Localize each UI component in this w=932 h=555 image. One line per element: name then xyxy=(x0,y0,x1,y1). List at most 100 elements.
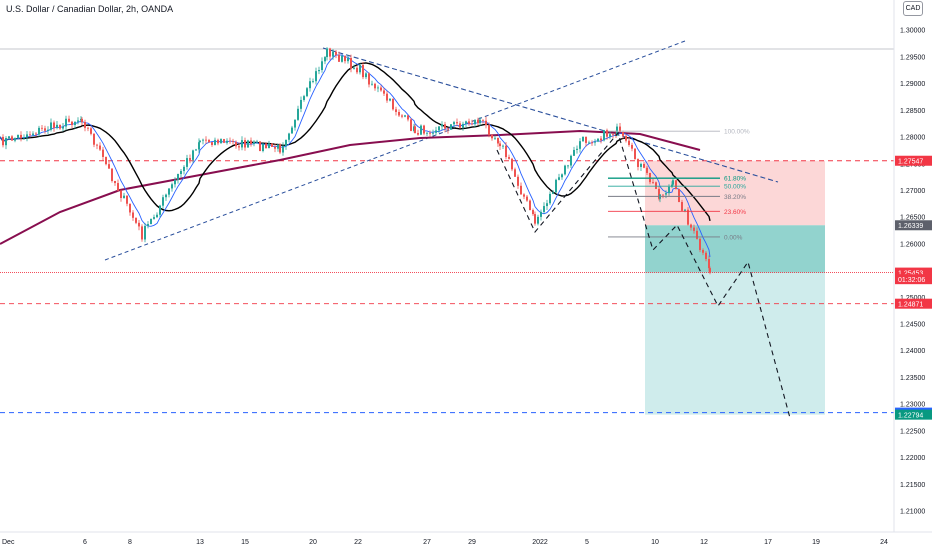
sma-slow-line xyxy=(0,129,701,245)
candle-body xyxy=(404,115,406,117)
candle-body xyxy=(588,142,590,144)
candle-body xyxy=(441,124,443,127)
candle-body xyxy=(579,141,581,149)
time-tick-label: 6 xyxy=(83,539,87,546)
candle-body xyxy=(291,127,293,134)
candle-body xyxy=(138,222,140,227)
candle-body xyxy=(505,145,507,158)
price-label-text: 01:32:06 xyxy=(898,277,925,284)
candle-body xyxy=(238,146,240,148)
candle-body xyxy=(341,55,343,62)
candle-body xyxy=(594,141,596,143)
candle-body xyxy=(628,140,630,145)
candle-body xyxy=(447,128,449,130)
candle-body xyxy=(50,122,52,130)
candle-body xyxy=(417,133,419,135)
candle-body xyxy=(540,211,542,217)
candle-body xyxy=(558,177,560,180)
candle-body xyxy=(244,140,246,148)
candle-body xyxy=(318,70,320,72)
candle-body xyxy=(699,238,701,250)
candle-body xyxy=(202,139,204,141)
candle-body xyxy=(471,123,473,125)
candle-body xyxy=(392,98,394,110)
candle-body xyxy=(658,188,660,199)
price-tick-label: 1.26000 xyxy=(900,241,925,248)
candle-body xyxy=(205,139,207,141)
candle-body xyxy=(20,134,22,139)
time-tick-label: 24 xyxy=(880,539,888,546)
price-label-text: 1.26339 xyxy=(898,223,923,230)
candle-body xyxy=(332,51,334,57)
fib-level-label: 61.80% xyxy=(724,176,746,183)
time-tick-label: 13 xyxy=(196,539,204,546)
candle-body xyxy=(693,227,695,231)
candle-body xyxy=(324,57,326,62)
candle-body xyxy=(81,118,83,122)
time-tick-label: 2022 xyxy=(532,539,548,546)
candle-body xyxy=(23,137,25,139)
candle-body xyxy=(622,132,624,136)
candle-body xyxy=(144,225,146,240)
candle-body xyxy=(306,88,308,97)
candle-body xyxy=(117,183,119,191)
candle-body xyxy=(668,186,670,194)
candle-body xyxy=(214,139,216,145)
candle-body xyxy=(156,214,158,218)
candle-body xyxy=(532,210,534,215)
candle-body xyxy=(65,118,67,127)
candle-body xyxy=(288,133,290,140)
price-label-box xyxy=(895,220,932,231)
fib-level-label: 38.20% xyxy=(724,194,746,201)
candle-body xyxy=(675,180,677,190)
candle-body xyxy=(377,87,379,89)
candle-body xyxy=(211,142,213,145)
candle-body xyxy=(520,185,522,195)
candle-body xyxy=(696,230,698,239)
candle-body xyxy=(229,140,231,142)
candle-body xyxy=(99,145,101,150)
candle-body xyxy=(552,192,554,194)
time-axis[interactable]: Dec 6 8 13 15 20 22 27 29 2022 5 10 12 17 19 24 xyxy=(2,539,888,546)
time-tick-label: 12 xyxy=(700,539,708,546)
fib-level-label: 100.00% xyxy=(724,129,750,136)
candle-body xyxy=(271,143,273,147)
candle-body xyxy=(681,201,683,211)
candle-body xyxy=(347,57,349,62)
time-tick-label: 17 xyxy=(764,539,772,546)
time-tick-label: 27 xyxy=(423,539,431,546)
candle-body xyxy=(8,136,10,139)
candle-body xyxy=(84,121,86,128)
candle-body xyxy=(102,149,104,157)
price-tick-label: 1.21500 xyxy=(900,482,925,489)
symbol-title: U.S. Dollar / Canadian Dollar, 2h, OANDA xyxy=(6,4,174,14)
candle-body xyxy=(68,118,70,122)
candle-body xyxy=(111,168,113,181)
price-tick-label: 1.24500 xyxy=(900,322,925,329)
candle-body xyxy=(279,144,281,153)
currency-badge[interactable]: CAD xyxy=(903,1,923,16)
candle-body xyxy=(389,98,391,101)
candle-body xyxy=(702,249,704,253)
candle-body xyxy=(398,111,400,116)
price-label-box xyxy=(895,298,932,309)
candle-body xyxy=(631,144,633,149)
candle-body xyxy=(220,139,222,144)
price-tick-label: 1.24000 xyxy=(900,348,925,355)
time-tick-label: 15 xyxy=(241,539,249,546)
candle-body xyxy=(256,141,258,143)
candle-body xyxy=(268,143,270,149)
candle-body xyxy=(32,133,34,135)
candle-body xyxy=(371,83,373,85)
candle-body xyxy=(655,182,657,189)
candle-body xyxy=(600,138,602,141)
price-label-box xyxy=(895,274,932,285)
fib-level-label: 0.00% xyxy=(724,234,743,241)
candle-body xyxy=(126,195,128,204)
candle-body xyxy=(350,57,352,69)
candle-body xyxy=(708,259,710,269)
candle-body xyxy=(435,130,437,133)
candle-body xyxy=(546,203,548,207)
